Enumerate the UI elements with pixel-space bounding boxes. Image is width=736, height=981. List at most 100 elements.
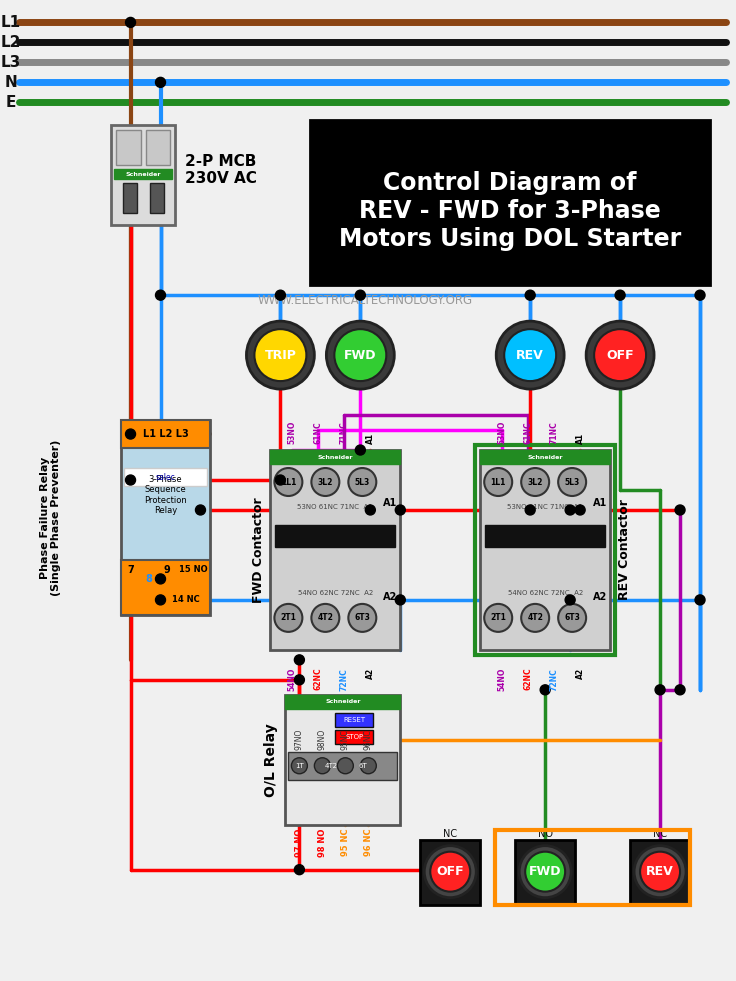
Text: OFF: OFF bbox=[436, 865, 464, 878]
Text: 53NO 61NC 71NC  A1: 53NO 61NC 71NC A1 bbox=[297, 504, 373, 510]
Circle shape bbox=[586, 321, 654, 389]
Circle shape bbox=[526, 505, 535, 515]
Circle shape bbox=[395, 505, 406, 515]
Circle shape bbox=[126, 475, 135, 485]
Circle shape bbox=[294, 675, 305, 685]
FancyBboxPatch shape bbox=[121, 420, 210, 615]
Circle shape bbox=[521, 468, 549, 496]
Text: 98 NO: 98 NO bbox=[318, 829, 327, 857]
Circle shape bbox=[294, 655, 305, 665]
Text: A1: A1 bbox=[576, 433, 584, 444]
Text: 4T2: 4T2 bbox=[325, 763, 338, 769]
Circle shape bbox=[355, 290, 365, 300]
Circle shape bbox=[348, 604, 376, 632]
Circle shape bbox=[275, 290, 286, 300]
Text: E: E bbox=[5, 95, 16, 110]
Circle shape bbox=[275, 475, 286, 485]
Circle shape bbox=[334, 330, 386, 381]
Circle shape bbox=[424, 846, 476, 898]
Text: 54NO: 54NO bbox=[288, 668, 297, 692]
FancyBboxPatch shape bbox=[146, 130, 171, 165]
Circle shape bbox=[155, 77, 166, 87]
Text: 95NC: 95NC bbox=[341, 729, 350, 749]
Circle shape bbox=[431, 852, 470, 892]
Circle shape bbox=[565, 594, 575, 605]
Text: A2: A2 bbox=[383, 592, 397, 602]
Text: 15 NO: 15 NO bbox=[179, 565, 208, 575]
Text: 3L2: 3L2 bbox=[528, 478, 543, 487]
Text: 71NC: 71NC bbox=[340, 421, 349, 444]
FancyBboxPatch shape bbox=[480, 450, 610, 464]
Circle shape bbox=[634, 846, 686, 898]
Text: Phase Failure Relay
(Single Phase Preventer): Phase Failure Relay (Single Phase Preven… bbox=[40, 439, 61, 595]
Circle shape bbox=[575, 505, 585, 515]
Text: A1: A1 bbox=[383, 498, 397, 508]
Circle shape bbox=[196, 505, 205, 515]
Circle shape bbox=[675, 685, 685, 695]
Circle shape bbox=[355, 445, 365, 455]
Text: 72NC: 72NC bbox=[550, 668, 559, 691]
Text: REV: REV bbox=[646, 865, 674, 878]
FancyBboxPatch shape bbox=[275, 525, 395, 547]
Text: O/L Relay: O/L Relay bbox=[264, 723, 278, 797]
Text: 62NC: 62NC bbox=[524, 668, 533, 691]
Text: 5L3: 5L3 bbox=[565, 478, 580, 487]
Text: Schneider: Schneider bbox=[325, 699, 361, 704]
Circle shape bbox=[615, 290, 625, 300]
FancyBboxPatch shape bbox=[149, 183, 163, 213]
Circle shape bbox=[255, 330, 306, 381]
Circle shape bbox=[558, 468, 586, 496]
Text: 54NO 62NC 72NC  A2: 54NO 62NC 72NC A2 bbox=[298, 590, 373, 595]
Text: A2: A2 bbox=[593, 592, 607, 602]
Text: 9: 9 bbox=[163, 565, 170, 575]
FancyBboxPatch shape bbox=[286, 695, 400, 825]
Text: 6T: 6T bbox=[359, 763, 368, 769]
Text: 13: 13 bbox=[124, 594, 138, 605]
Circle shape bbox=[558, 604, 586, 632]
Text: 96NC: 96NC bbox=[364, 729, 373, 749]
Text: Schneider: Schneider bbox=[528, 454, 563, 459]
Text: 97 NO: 97 NO bbox=[295, 829, 304, 857]
Text: 3-Phase
Sequence
Protection
Relay: 3-Phase Sequence Protection Relay bbox=[144, 475, 187, 515]
FancyBboxPatch shape bbox=[420, 840, 480, 904]
Text: 5L3: 5L3 bbox=[355, 478, 370, 487]
Text: 2T1: 2T1 bbox=[280, 613, 297, 622]
Text: 61NC: 61NC bbox=[314, 422, 323, 444]
Circle shape bbox=[291, 757, 308, 774]
FancyBboxPatch shape bbox=[336, 713, 373, 727]
FancyBboxPatch shape bbox=[289, 751, 397, 780]
Circle shape bbox=[337, 757, 353, 774]
Circle shape bbox=[526, 852, 565, 892]
FancyBboxPatch shape bbox=[311, 121, 710, 285]
Text: A1: A1 bbox=[366, 433, 375, 444]
Circle shape bbox=[526, 290, 535, 300]
Circle shape bbox=[365, 505, 375, 515]
Circle shape bbox=[311, 604, 339, 632]
FancyBboxPatch shape bbox=[630, 840, 690, 904]
Circle shape bbox=[519, 846, 571, 898]
Circle shape bbox=[484, 604, 512, 632]
Bar bbox=[495, 830, 690, 904]
Text: L1 L2 L3: L1 L2 L3 bbox=[143, 429, 188, 439]
Text: 2T1: 2T1 bbox=[490, 613, 506, 622]
FancyBboxPatch shape bbox=[116, 130, 141, 165]
Text: 71NC: 71NC bbox=[550, 421, 559, 444]
Text: 4T2: 4T2 bbox=[527, 613, 543, 622]
Circle shape bbox=[504, 330, 556, 381]
Circle shape bbox=[326, 321, 394, 389]
Text: 61NC: 61NC bbox=[524, 422, 533, 444]
Text: 53NO: 53NO bbox=[498, 421, 506, 444]
Text: A1: A1 bbox=[593, 498, 607, 508]
Text: 1L1: 1L1 bbox=[280, 478, 296, 487]
Circle shape bbox=[521, 604, 549, 632]
Text: Com: Com bbox=[140, 595, 158, 604]
Circle shape bbox=[155, 594, 166, 605]
Circle shape bbox=[395, 594, 406, 605]
Text: 1L1: 1L1 bbox=[490, 478, 506, 487]
Text: salec: salec bbox=[155, 473, 175, 482]
Bar bbox=[475, 445, 615, 655]
Text: Control Diagram of
REV - FWD for 3-Phase
Motors Using DOL Starter: Control Diagram of REV - FWD for 3-Phase… bbox=[339, 171, 682, 250]
FancyBboxPatch shape bbox=[113, 170, 172, 180]
Text: FWD: FWD bbox=[529, 865, 562, 878]
FancyBboxPatch shape bbox=[121, 420, 210, 448]
